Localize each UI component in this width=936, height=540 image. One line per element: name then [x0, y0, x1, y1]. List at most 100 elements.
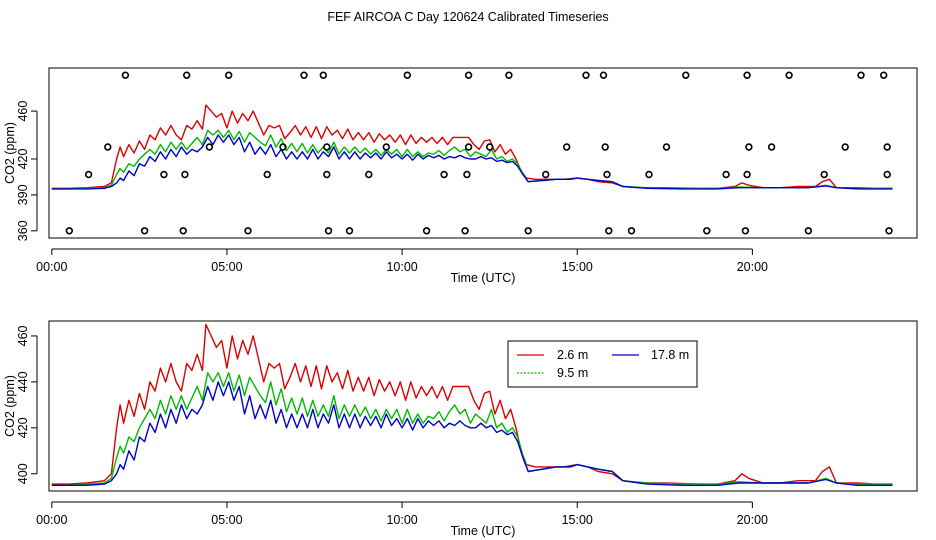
- top-scatter-point: [627, 227, 636, 235]
- top-scatter-point: [464, 71, 473, 79]
- top-scatter-point: [160, 170, 168, 179]
- top-scatter-point: [324, 227, 333, 235]
- bottom-y-axis-label: CO2 (ppm): [3, 375, 17, 437]
- top-x-axis: 00:00 05:00 10:00 15:00 20:00: [36, 248, 768, 274]
- bottom-x-tick-label: 00:00: [36, 513, 67, 527]
- top-scatter-point: [743, 170, 751, 179]
- legend: 2.6 m 17.8 m 9.5 m: [507, 340, 698, 388]
- top-scatter-point: [382, 143, 390, 151]
- top-scatter-point: [703, 227, 711, 235]
- bottom-y-tick-label: 420: [16, 417, 30, 438]
- top-scatter-point: [422, 227, 431, 235]
- top-scatter-point: [605, 227, 613, 235]
- top-scatter-point: [804, 227, 813, 235]
- bottom-y-tick-label: 400: [16, 463, 30, 484]
- top-series-layer: [51, 104, 893, 190]
- top-scatter-point: [279, 143, 287, 151]
- bottom-panel: 00:00 05:00 10:00 15:00 20:00 400 420 440 460 T…: [3, 320, 918, 538]
- legend-label-9-5m: 9.5 m: [557, 366, 588, 380]
- top-scatter-point: [84, 170, 93, 179]
- top-scatter-point: [883, 170, 891, 179]
- top-scatter-point: [263, 170, 271, 179]
- top-y-tick-label: 360: [16, 220, 30, 241]
- figure-title: FEF AIRCOA C Day 120624 Calibrated Times…: [327, 10, 608, 24]
- top-scatter-point: [505, 71, 513, 79]
- top-scatter-point: [365, 170, 373, 179]
- top-scatter-point: [745, 143, 753, 151]
- top-scatter-point: [65, 227, 74, 235]
- legend-box: [507, 340, 698, 388]
- bottom-x-axis: 00:00 05:00 10:00 15:00 20:00: [36, 501, 768, 527]
- top-scatter-point: [319, 71, 327, 79]
- top-scatter-point: [682, 71, 690, 79]
- top-scatter-point: [440, 170, 448, 179]
- top-scatter-point: [323, 143, 331, 151]
- top-series-line-17-8-m: [51, 134, 893, 190]
- top-scatter-point: [767, 143, 776, 151]
- top-scatter-point: [205, 143, 214, 151]
- top-scatter-point: [820, 170, 828, 179]
- bottom-y-axis: 400 420 440 460: [16, 325, 38, 484]
- top-x-tick-label: 00:00: [36, 260, 67, 274]
- top-scatter-point: [121, 71, 130, 79]
- top-scatter-point: [244, 227, 252, 235]
- top-scatter-point: [461, 227, 469, 235]
- top-scatter-point: [486, 143, 494, 151]
- top-series-line-2-6-m: [51, 104, 893, 189]
- top-scatter-point: [179, 227, 187, 235]
- top-scatter-point: [181, 170, 189, 179]
- bottom-x-tick-label: 10:00: [386, 513, 417, 527]
- top-scatter-point: [722, 170, 730, 179]
- top-scatter-point: [464, 143, 473, 151]
- top-scatter-point: [104, 143, 112, 151]
- bottom-x-tick-label: 20:00: [737, 513, 768, 527]
- top-scatter-point: [463, 170, 471, 179]
- top-scatter-layer: [65, 71, 893, 235]
- top-y-axis: 360 390 420 460: [16, 101, 38, 241]
- top-scatter-point: [601, 143, 609, 151]
- top-scatter-point: [300, 71, 308, 79]
- top-scatter-point: [225, 71, 233, 79]
- top-scatter-point: [857, 71, 865, 79]
- legend-label-2-6m: 2.6 m: [557, 348, 588, 362]
- bottom-series-line-9-5-m: [51, 372, 893, 486]
- top-scatter-point: [741, 227, 750, 235]
- legend-label-17-8m: 17.8 m: [651, 348, 689, 362]
- top-x-tick-label: 10:00: [386, 260, 417, 274]
- top-scatter-point: [785, 71, 793, 79]
- bottom-x-tick-label: 15:00: [562, 513, 593, 527]
- top-scatter-point: [345, 227, 354, 235]
- top-scatter-point: [562, 143, 571, 151]
- top-y-tick-label: 460: [16, 101, 30, 122]
- top-scatter-point: [883, 143, 891, 151]
- top-plot-frame: [48, 67, 918, 239]
- top-scatter-point: [743, 71, 751, 79]
- top-scatter-point: [603, 170, 611, 179]
- top-scatter-point: [403, 71, 411, 79]
- bottom-series-line-17-8-m: [51, 381, 893, 486]
- bottom-series-line-2-6-m: [51, 323, 893, 485]
- bottom-plot-frame: [48, 320, 918, 492]
- top-x-tick-label: 05:00: [211, 260, 242, 274]
- top-scatter-point: [323, 170, 331, 179]
- bottom-series-layer: [51, 323, 893, 486]
- top-scatter-point: [183, 71, 191, 79]
- bottom-y-tick-label: 460: [16, 325, 30, 346]
- top-scatter-point: [885, 227, 893, 235]
- top-scatter-point: [662, 143, 671, 151]
- top-y-tick-label: 390: [16, 184, 30, 205]
- top-scatter-point: [645, 170, 653, 179]
- top-scatter-point: [541, 170, 550, 179]
- top-scatter-point: [140, 227, 149, 235]
- top-x-tick-label: 15:00: [562, 260, 593, 274]
- top-scatter-point: [841, 143, 849, 151]
- top-panel: 00:00 05:00 10:00 15:00 20:00 360 390 420 460 T…: [3, 67, 918, 285]
- top-x-axis-label: Time (UTC): [451, 271, 516, 285]
- top-y-axis-label: CO2 (ppm): [3, 122, 17, 184]
- top-scatter-point: [879, 71, 888, 79]
- top-scatter-point: [582, 71, 590, 79]
- bottom-x-axis-label: Time (UTC): [451, 524, 516, 538]
- top-y-tick-label: 420: [16, 149, 30, 170]
- top-scatter-point: [599, 71, 608, 79]
- top-scatter-point: [524, 227, 532, 235]
